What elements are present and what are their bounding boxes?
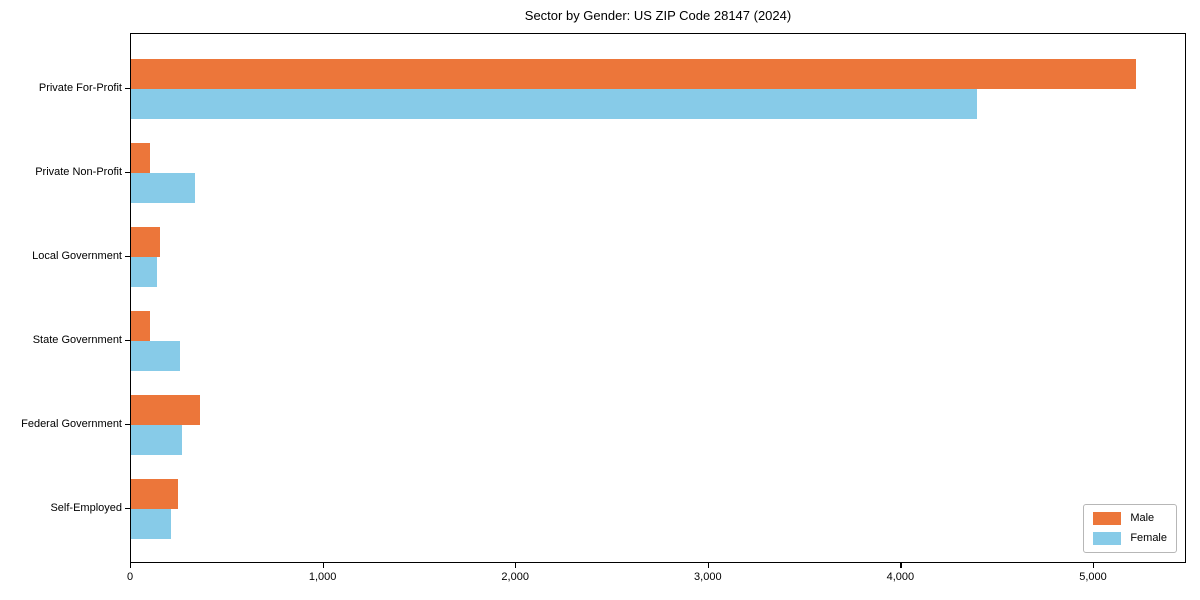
chart-title: Sector by Gender: US ZIP Code 28147 (202… [524, 8, 792, 23]
x-tick-mark [515, 563, 517, 568]
x-tick-label: 0 [126, 571, 134, 583]
bar-male-0 [131, 59, 1137, 89]
legend-swatch-male [1093, 512, 1122, 525]
y-tick-mark [125, 172, 130, 174]
bar-male-2 [131, 227, 160, 257]
legend-label: Male [1130, 512, 1155, 524]
y-tick-mark [125, 88, 130, 90]
x-tick-label: 5,000 [1079, 571, 1107, 583]
y-tick-label: Self-Employed [50, 502, 122, 514]
bar-female-2 [131, 257, 157, 287]
x-tick-mark [322, 563, 324, 568]
legend-swatch-female [1093, 532, 1122, 545]
bar-male-3 [131, 311, 151, 341]
y-tick-mark [125, 256, 130, 258]
bar-female-3 [131, 341, 181, 371]
bar-female-4 [131, 425, 182, 455]
x-tick-mark [130, 563, 132, 568]
x-tick-mark [707, 563, 709, 568]
bar-female-0 [131, 89, 977, 119]
bar-female-1 [131, 173, 195, 203]
y-tick-mark [125, 424, 130, 426]
legend-item-female: Female [1093, 532, 1167, 545]
legend-label: Female [1130, 532, 1167, 544]
y-tick-label: Private For-Profit [38, 82, 122, 94]
bar-male-5 [131, 479, 179, 509]
x-tick-label: 1,000 [308, 571, 337, 583]
y-tick-mark [125, 508, 130, 510]
y-tick-label: Private Non-Profit [35, 166, 122, 178]
bar-male-1 [131, 143, 151, 173]
y-tick-label: State Government [32, 334, 122, 346]
bar-male-4 [131, 395, 201, 425]
plot-area: Male Female [130, 33, 1186, 563]
y-tick-label: Local Government [32, 250, 122, 262]
legend-item-male: Male [1093, 512, 1167, 525]
x-tick-label: 2,000 [501, 571, 529, 583]
x-tick-label: 3,000 [694, 571, 722, 583]
x-tick-label: 4,000 [886, 571, 915, 583]
legend: Male Female [1083, 504, 1177, 553]
y-tick-mark [125, 340, 130, 342]
y-tick-label: Federal Government [21, 418, 122, 430]
bar-female-5 [131, 509, 172, 539]
x-tick-mark [900, 563, 902, 568]
x-tick-mark [1093, 563, 1095, 568]
